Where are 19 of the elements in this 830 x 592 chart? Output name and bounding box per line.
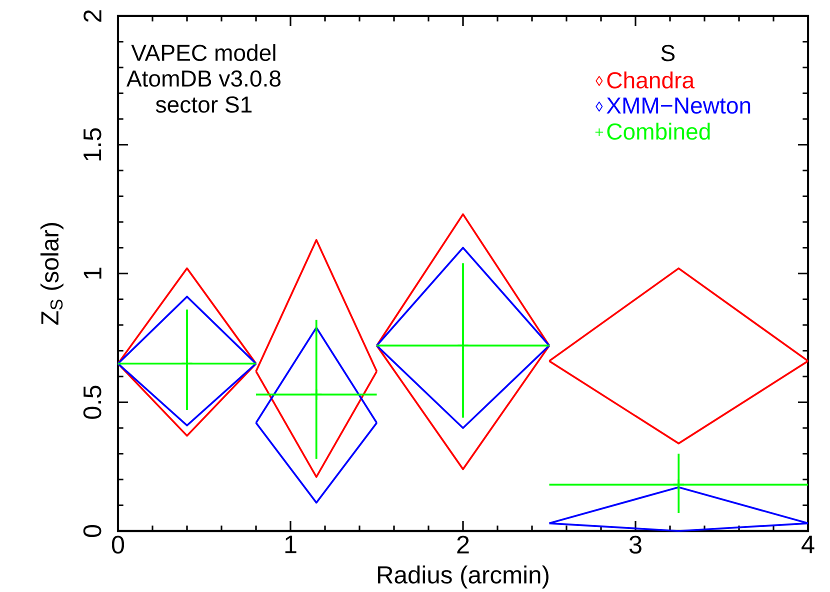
y-tick-label: 2 bbox=[84, 10, 102, 22]
x-tick-label: 2 bbox=[457, 536, 469, 554]
legend-label: XMM−Newton bbox=[606, 98, 750, 114]
annotation: sector S1 bbox=[156, 96, 252, 113]
y-tick-label: 1 bbox=[84, 268, 102, 279]
x-axis-title: Radius (arcmin) bbox=[378, 565, 548, 588]
x-tick-label: 3 bbox=[629, 536, 642, 554]
y-tick-label: 0 bbox=[83, 524, 102, 538]
legend-label: Combined bbox=[607, 122, 710, 140]
y-tick-label: 1.5 bbox=[84, 128, 102, 160]
y-axis-title: Z$_{S}$ (solar) bbox=[40, 223, 64, 325]
annotation: VAPEC model bbox=[131, 44, 276, 62]
x-tick-label: 0 bbox=[112, 536, 124, 554]
x-tick-label: 1 bbox=[285, 536, 296, 554]
legend-label: Chandra bbox=[607, 72, 695, 88]
x-tick-label: 4 bbox=[802, 536, 814, 554]
annotation: AtomDB v3.0.8 bbox=[126, 70, 281, 87]
legend-title: S bbox=[661, 44, 675, 62]
y-tick-label: 0.5 bbox=[83, 386, 102, 419]
